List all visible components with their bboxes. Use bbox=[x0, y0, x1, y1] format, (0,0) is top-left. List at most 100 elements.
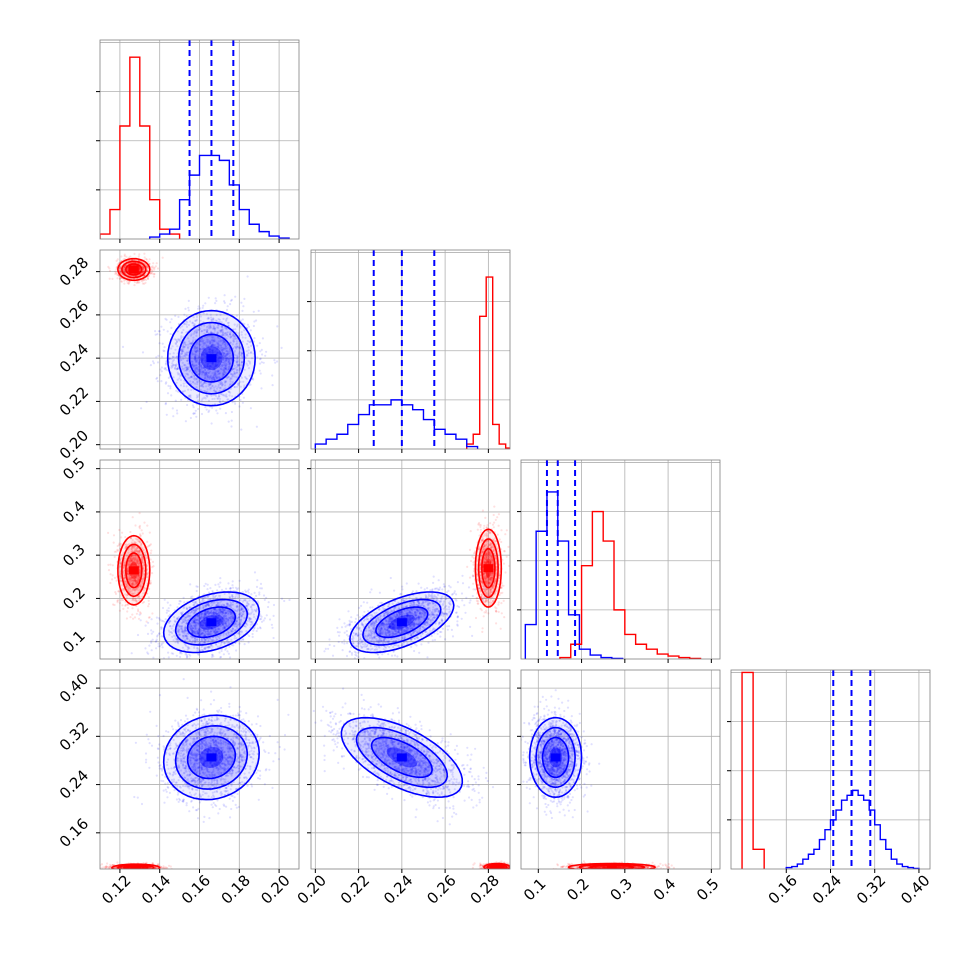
scatter-point bbox=[202, 329, 205, 332]
scatter-point bbox=[163, 598, 166, 601]
scatter-point bbox=[217, 356, 220, 359]
scatter-point bbox=[240, 360, 243, 364]
scatter-point bbox=[209, 342, 212, 345]
scatter-point bbox=[222, 332, 225, 336]
scatter-point bbox=[122, 607, 125, 611]
scatter-point bbox=[194, 319, 197, 322]
scatter-point bbox=[239, 398, 242, 402]
scatter-point bbox=[195, 350, 198, 353]
scatter-point bbox=[202, 370, 205, 373]
scatter-point bbox=[224, 345, 227, 348]
scatter-point bbox=[213, 378, 216, 382]
scatter-point bbox=[192, 339, 195, 342]
scatter-point bbox=[108, 267, 111, 270]
scatter-point bbox=[193, 364, 196, 367]
scatter-point bbox=[195, 386, 198, 389]
scatter-point bbox=[222, 370, 225, 373]
scatter-point bbox=[212, 608, 216, 611]
scatter-point bbox=[129, 616, 132, 619]
scatter-point bbox=[222, 358, 225, 361]
scatter-point bbox=[207, 325, 210, 328]
scatter-point bbox=[206, 317, 209, 320]
scatter-point bbox=[239, 326, 242, 329]
scatter-point bbox=[198, 348, 202, 351]
scatter-point bbox=[194, 351, 197, 354]
scatter-point bbox=[190, 342, 193, 345]
scatter-point bbox=[219, 634, 222, 637]
blue-histogram bbox=[524, 491, 624, 659]
scatter-point bbox=[115, 268, 118, 271]
scatter-point bbox=[178, 633, 181, 637]
scatter-point bbox=[212, 366, 215, 369]
scatter-point bbox=[150, 269, 154, 272]
scatter-point bbox=[181, 331, 184, 334]
scatter-point bbox=[142, 270, 145, 273]
scatter-point bbox=[220, 588, 224, 591]
scatter-point bbox=[219, 346, 222, 349]
scatter-point bbox=[148, 258, 151, 261]
scatter-point bbox=[187, 377, 190, 380]
scatter-point bbox=[156, 622, 159, 625]
scatter-point bbox=[207, 344, 210, 347]
scatter-point bbox=[119, 277, 122, 280]
scatter-point bbox=[107, 569, 111, 572]
scatter-point bbox=[210, 349, 213, 352]
scatter-point bbox=[156, 361, 160, 364]
scatter-point bbox=[206, 376, 209, 379]
scatter-point bbox=[255, 594, 258, 598]
scatter-point bbox=[193, 367, 196, 370]
scatter-point bbox=[199, 359, 202, 362]
scatter-point bbox=[196, 381, 199, 384]
scatter-point bbox=[195, 315, 199, 318]
scatter-point bbox=[184, 307, 187, 310]
scatter-point bbox=[203, 381, 206, 385]
scatter-point bbox=[218, 623, 222, 626]
scatter-point bbox=[193, 365, 196, 368]
scatter-point bbox=[127, 268, 130, 271]
scatter-point bbox=[223, 363, 226, 366]
scatter-point bbox=[144, 624, 147, 627]
scatter-point bbox=[250, 357, 254, 360]
scatter-point bbox=[200, 360, 204, 364]
scatter-point bbox=[197, 614, 200, 617]
scatter-point bbox=[195, 360, 198, 363]
scatter-point bbox=[213, 616, 216, 619]
scatter-point bbox=[195, 359, 198, 362]
scatter-point bbox=[210, 374, 213, 377]
scatter-point bbox=[186, 347, 190, 350]
scatter-point bbox=[199, 347, 202, 351]
scatter-point bbox=[221, 375, 224, 378]
scatter-point bbox=[247, 352, 250, 355]
scatter-point bbox=[184, 420, 187, 423]
scatter-point bbox=[224, 367, 227, 370]
scatter-point bbox=[119, 269, 122, 272]
scatter-point bbox=[171, 355, 174, 359]
scatter-point bbox=[238, 351, 241, 354]
grid bbox=[100, 250, 299, 449]
scatter-point bbox=[235, 385, 238, 388]
scatter-point bbox=[218, 365, 221, 369]
scatter-point bbox=[123, 265, 126, 268]
scatter-point bbox=[241, 638, 244, 641]
scatter-point bbox=[223, 355, 227, 358]
scatter-point bbox=[152, 667, 154, 669]
scatter-point bbox=[123, 267, 126, 270]
scatter-point bbox=[237, 363, 240, 366]
scatter-point bbox=[147, 599, 150, 602]
scatter-point bbox=[193, 636, 197, 640]
x-tick-label: 0.40 bbox=[897, 871, 933, 907]
scatter-point bbox=[220, 352, 223, 355]
scatter-point bbox=[252, 378, 255, 381]
scatter-point bbox=[256, 600, 259, 603]
scatter-point bbox=[232, 339, 235, 342]
scatter-point bbox=[131, 613, 134, 616]
scatter-point bbox=[213, 595, 217, 599]
scatter-point bbox=[225, 364, 228, 367]
scatter-point bbox=[198, 355, 201, 358]
y-tick-label: 0.28 bbox=[56, 253, 92, 289]
scatter-point bbox=[191, 373, 194, 376]
scatter-point bbox=[126, 610, 129, 613]
scatter-point bbox=[218, 365, 221, 368]
scatter-point bbox=[192, 406, 195, 409]
scatter-point bbox=[200, 370, 204, 373]
